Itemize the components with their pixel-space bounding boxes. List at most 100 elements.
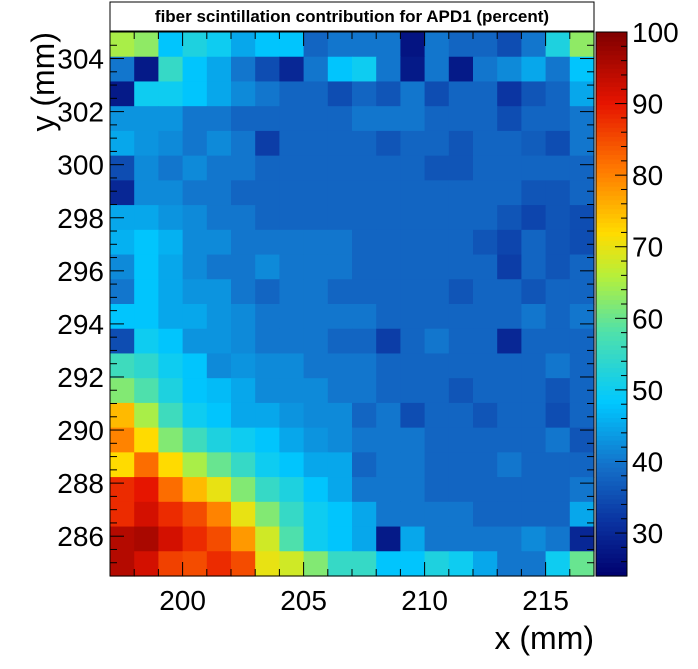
colorbar-segment (596, 240, 627, 246)
heatmap-cell (521, 254, 547, 280)
colorbar-segment (596, 249, 627, 255)
heatmap-cell (521, 130, 547, 157)
heatmap-cell (473, 427, 498, 453)
colorbar-segment (596, 63, 627, 69)
heatmap-cell (376, 427, 401, 453)
heatmap-cell (182, 32, 208, 58)
colorbar-segment (596, 95, 627, 101)
colorbar-segment (596, 272, 627, 278)
heatmap-cell (521, 427, 547, 453)
heatmap-cell (400, 130, 426, 157)
heatmap-cell (134, 229, 159, 256)
heatmap-cell (352, 56, 377, 83)
colorbar-segment (596, 498, 627, 505)
heatmap-cell (376, 81, 401, 107)
heatmap-cell (521, 229, 547, 256)
heatmap-cell (279, 180, 305, 206)
heatmap-cell (448, 106, 474, 132)
heatmap-cell (279, 452, 305, 478)
heatmap-cell (424, 81, 450, 107)
heatmap-cell (303, 402, 329, 429)
heatmap-cell (400, 452, 426, 478)
heatmap-cell (279, 353, 305, 379)
heatmap-cell (303, 477, 329, 503)
heatmap-cell (424, 32, 450, 58)
heatmap-cell (279, 205, 305, 231)
heatmap-cell (400, 180, 426, 206)
heatmap-cell (134, 205, 159, 231)
heatmap-cell (303, 304, 329, 330)
heatmap-cell (521, 477, 547, 503)
heatmap-cell (497, 205, 522, 231)
heatmap-cell (158, 155, 184, 181)
colorbar-segment (596, 118, 627, 124)
heatmap-cell (521, 32, 547, 58)
heatmap-cell (279, 526, 305, 552)
heatmap-cell (352, 328, 377, 355)
heatmap-cell (158, 32, 184, 58)
heatmap-cell (206, 130, 232, 157)
colorbar-segment (596, 480, 627, 486)
colorbar-segment (596, 512, 627, 518)
heatmap-cell (303, 501, 329, 528)
heatmap-cell (303, 32, 329, 58)
title-box (109, 1, 595, 32)
heatmap-cell (110, 328, 135, 355)
colorbar-segment (596, 213, 627, 219)
heatmap-cell (279, 402, 305, 429)
heatmap-cell (182, 130, 208, 157)
heatmap-cell (448, 155, 474, 181)
heatmap-cell (327, 32, 353, 58)
heatmap-cell (182, 526, 208, 552)
colorbar-segment (596, 372, 627, 378)
colorbar-segment (596, 140, 627, 146)
heatmap-cell (279, 551, 305, 577)
heatmap-cell (110, 279, 135, 305)
colorbar-segment (596, 412, 627, 418)
heatmap-cell (134, 180, 159, 206)
heatmap-cell (206, 477, 232, 503)
heatmap-cell (231, 279, 256, 305)
colorbar-segment (596, 403, 627, 409)
heatmap-cell (448, 477, 474, 503)
colorbar-segment (596, 104, 627, 110)
colorbar-segment (596, 367, 627, 373)
heatmap-cell (255, 427, 280, 453)
heatmap-cell (279, 130, 305, 157)
colorbar-segment (596, 376, 627, 382)
heatmap-cell (497, 551, 522, 577)
heatmap-cell (545, 402, 571, 429)
heatmap-cell (569, 130, 595, 157)
heatmap-cell (279, 81, 305, 107)
colorbar-segment (596, 430, 627, 437)
colorbar-segment (596, 154, 627, 160)
colorbar-segment (596, 494, 627, 500)
heatmap-cell (110, 229, 135, 256)
heatmap-cell (497, 477, 522, 503)
heatmap-cell (158, 501, 184, 528)
heatmap-cell (158, 81, 184, 107)
heatmap-cell (303, 452, 329, 478)
colorbar-segment (596, 299, 627, 305)
heatmap-cell (448, 254, 474, 280)
heatmap-cell (327, 378, 353, 404)
heatmap-cell (206, 32, 232, 58)
heatmap-cell (206, 155, 232, 181)
heatmap-cell (376, 378, 401, 404)
heatmap-cell (400, 551, 426, 577)
heatmap-cell (255, 155, 280, 181)
y-tick-label: 292 (57, 362, 104, 393)
colorbar-tick-label: 70 (632, 232, 663, 263)
heatmap-cell (182, 328, 208, 355)
colorbar-segment (596, 81, 627, 87)
heatmap-cell (424, 180, 450, 206)
heatmap-cell (400, 402, 426, 429)
colorbar-segment (596, 344, 627, 350)
heatmap-cell (231, 378, 256, 404)
colorbar-segment (596, 485, 627, 491)
heatmap-cell (352, 106, 377, 132)
heatmap-cell (158, 402, 184, 429)
heatmap-cell (569, 304, 595, 330)
heatmap-cell (545, 551, 571, 577)
heatmap-cell (327, 81, 353, 107)
